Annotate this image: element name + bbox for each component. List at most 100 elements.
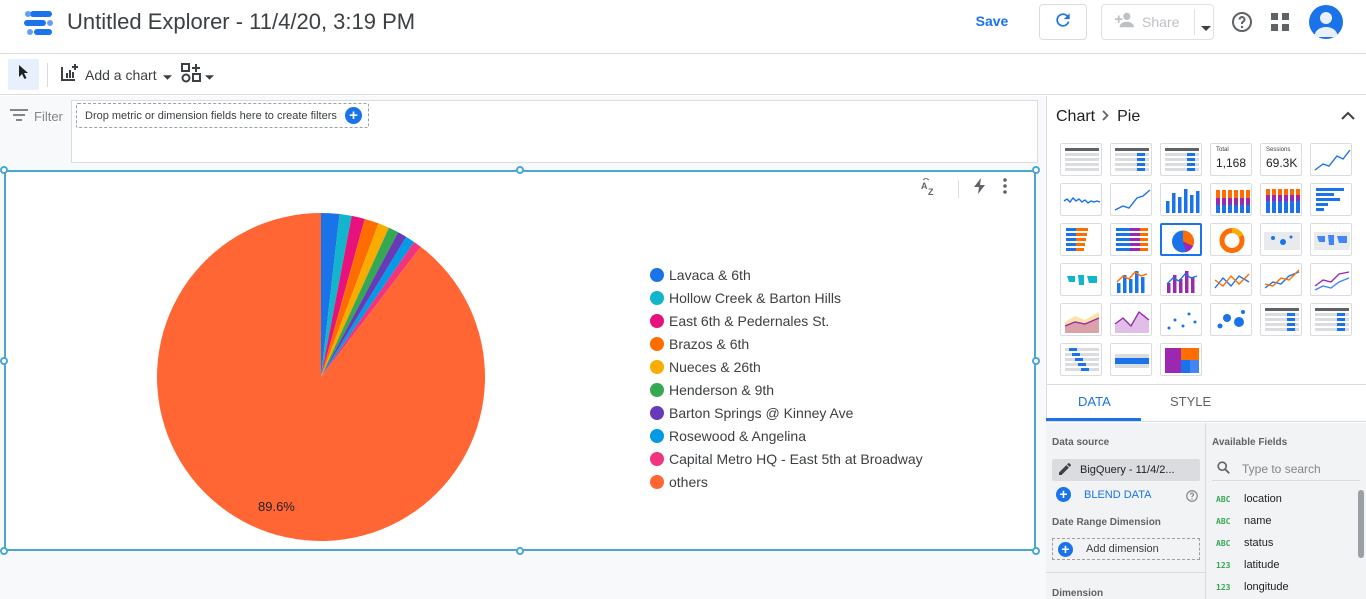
- resize-handle-top-left[interactable]: [0, 166, 8, 174]
- chart-type-option[interactable]: [1260, 183, 1302, 216]
- pie-slice[interactable]: [321, 223, 389, 377]
- chart-type-option[interactable]: [1210, 183, 1252, 216]
- breadcrumb-chart[interactable]: Chart: [1056, 108, 1096, 125]
- search-icon: [1217, 460, 1230, 477]
- fields-scrollbar[interactable]: [1358, 490, 1364, 558]
- help-icon[interactable]: [1185, 489, 1199, 508]
- user-avatar[interactable]: [1309, 5, 1343, 39]
- chart-type-option[interactable]: [1260, 303, 1302, 336]
- chart-type-option[interactable]: Total 1,168: [1210, 143, 1252, 176]
- chart-type-option[interactable]: [1210, 223, 1252, 256]
- legend-item[interactable]: Capital Metro HQ - East 5th at Broadway: [650, 447, 923, 470]
- filter-bar[interactable]: [71, 100, 1038, 163]
- refresh-data-button[interactable]: [1039, 4, 1087, 40]
- legend-item[interactable]: Rosewood & Angelina: [650, 424, 923, 447]
- data-source-chip[interactable]: BigQuery - 11/4/2...: [1052, 459, 1200, 481]
- add-filter-icon[interactable]: +: [345, 107, 362, 124]
- lightning-icon[interactable]: [973, 178, 987, 199]
- add-chart-button[interactable]: Add a chart: [59, 63, 172, 86]
- number-type-icon: 123: [1216, 582, 1231, 592]
- chart-type-option[interactable]: [1060, 343, 1102, 376]
- select-tool-button[interactable]: [8, 59, 39, 90]
- chart-type-option[interactable]: [1060, 143, 1102, 176]
- chart-type-option[interactable]: [1260, 263, 1302, 296]
- chart-type-option[interactable]: [1310, 183, 1352, 216]
- chevron-up-icon[interactable]: [1340, 108, 1356, 129]
- add-date-dimension-button[interactable]: + Add dimension: [1052, 538, 1200, 560]
- chart-type-option[interactable]: [1110, 183, 1152, 216]
- chart-type-option[interactable]: [1310, 223, 1352, 256]
- field-item[interactable]: 123 latitude: [1216, 559, 1279, 571]
- chart-type-option[interactable]: [1060, 223, 1102, 256]
- pie-slice[interactable]: [321, 213, 340, 377]
- blend-data-button[interactable]: + BLEND DATA: [1056, 487, 1151, 502]
- chart-type-option[interactable]: [1060, 263, 1102, 296]
- pie-slice[interactable]: [321, 215, 365, 377]
- chart-type-option[interactable]: [1060, 303, 1102, 336]
- resize-handle-top-right[interactable]: [1032, 166, 1040, 174]
- edit-pencil-icon[interactable]: [1058, 462, 1072, 479]
- legend-item[interactable]: Henderson & 9th: [650, 378, 923, 401]
- pie-slice[interactable]: [321, 227, 399, 377]
- apps-grid-icon[interactable]: [1270, 12, 1290, 37]
- legend-item[interactable]: Nueces & 26th: [650, 355, 923, 378]
- data-studio-logo[interactable]: [24, 10, 54, 36]
- legend-item[interactable]: others: [650, 470, 923, 493]
- legend-item[interactable]: East 6th & Pedernales St.: [650, 309, 923, 332]
- add-control-button[interactable]: [181, 63, 214, 88]
- resize-handle-bottom-left[interactable]: [0, 547, 8, 555]
- chart-type-pie-selected[interactable]: [1160, 223, 1202, 256]
- chart-type-option[interactable]: [1110, 303, 1152, 336]
- chart-type-option[interactable]: [1160, 143, 1202, 176]
- chart-type-option[interactable]: [1210, 303, 1252, 336]
- chart-type-option[interactable]: [1060, 183, 1102, 216]
- chart-type-option[interactable]: [1310, 263, 1352, 296]
- resize-handle-top[interactable]: [516, 166, 524, 174]
- legend-item[interactable]: Hollow Creek & Barton Hills: [650, 286, 923, 309]
- pie-slice[interactable]: [321, 241, 421, 377]
- pie-slice[interactable]: [321, 236, 415, 377]
- pie-slice[interactable]: [321, 218, 379, 377]
- save-button[interactable]: Save: [975, 13, 1009, 29]
- chart-type-option[interactable]: [1310, 143, 1352, 176]
- chart-type-option[interactable]: [1110, 143, 1152, 176]
- chart-type-option[interactable]: [1160, 303, 1202, 336]
- field-search-input[interactable]: Type to search: [1212, 457, 1360, 481]
- chart-type-option[interactable]: Sessions 69.3K: [1260, 143, 1302, 176]
- chart-type-option[interactable]: [1160, 263, 1202, 296]
- legend-item[interactable]: Brazos & 6th: [650, 332, 923, 355]
- chart-type-option[interactable]: [1210, 263, 1252, 296]
- pie-chart[interactable]: 89.6%: [150, 205, 490, 545]
- tab-style[interactable]: STYLE: [1170, 394, 1212, 409]
- more-vert-icon[interactable]: [1003, 178, 1007, 199]
- add-icon: +: [1058, 541, 1073, 557]
- help-icon[interactable]: [1230, 10, 1254, 39]
- share-button[interactable]: Share: [1101, 4, 1214, 40]
- chart-type-option[interactable]: [1160, 183, 1202, 216]
- field-item[interactable]: ABC status: [1216, 537, 1273, 549]
- legend-item[interactable]: Lavaca & 6th: [650, 263, 923, 286]
- chart-type-option[interactable]: [1110, 343, 1152, 376]
- share-dropdown-icon[interactable]: [1201, 19, 1211, 37]
- tab-data[interactable]: DATA: [1078, 394, 1111, 409]
- chart-type-option[interactable]: [1110, 263, 1152, 296]
- chart-type-option[interactable]: [1310, 303, 1352, 336]
- resize-handle-left[interactable]: [0, 357, 8, 365]
- field-item[interactable]: 123 longitude: [1216, 581, 1289, 593]
- chart-type-option[interactable]: [1160, 343, 1202, 376]
- legend-item[interactable]: Barton Springs @ Kinney Ave: [650, 401, 923, 424]
- resize-handle-right[interactable]: [1032, 357, 1040, 365]
- resize-handle-bottom-right[interactable]: [1032, 547, 1040, 555]
- pie-slice[interactable]: [156, 213, 485, 541]
- chart-type-option[interactable]: [1260, 223, 1302, 256]
- legend-swatch: [650, 474, 664, 489]
- pie-slice[interactable]: [321, 214, 352, 377]
- chart-type-option[interactable]: [1110, 223, 1152, 256]
- field-item[interactable]: ABC name: [1216, 515, 1272, 527]
- report-title[interactable]: Untitled Explorer - 11/4/20, 3:19 PM: [67, 9, 416, 34]
- filter-drop-zone[interactable]: Drop metric or dimension fields here to …: [76, 103, 369, 128]
- pie-slice[interactable]: [321, 232, 407, 377]
- resize-handle-bottom[interactable]: [516, 547, 524, 555]
- field-item[interactable]: ABC location: [1216, 493, 1282, 505]
